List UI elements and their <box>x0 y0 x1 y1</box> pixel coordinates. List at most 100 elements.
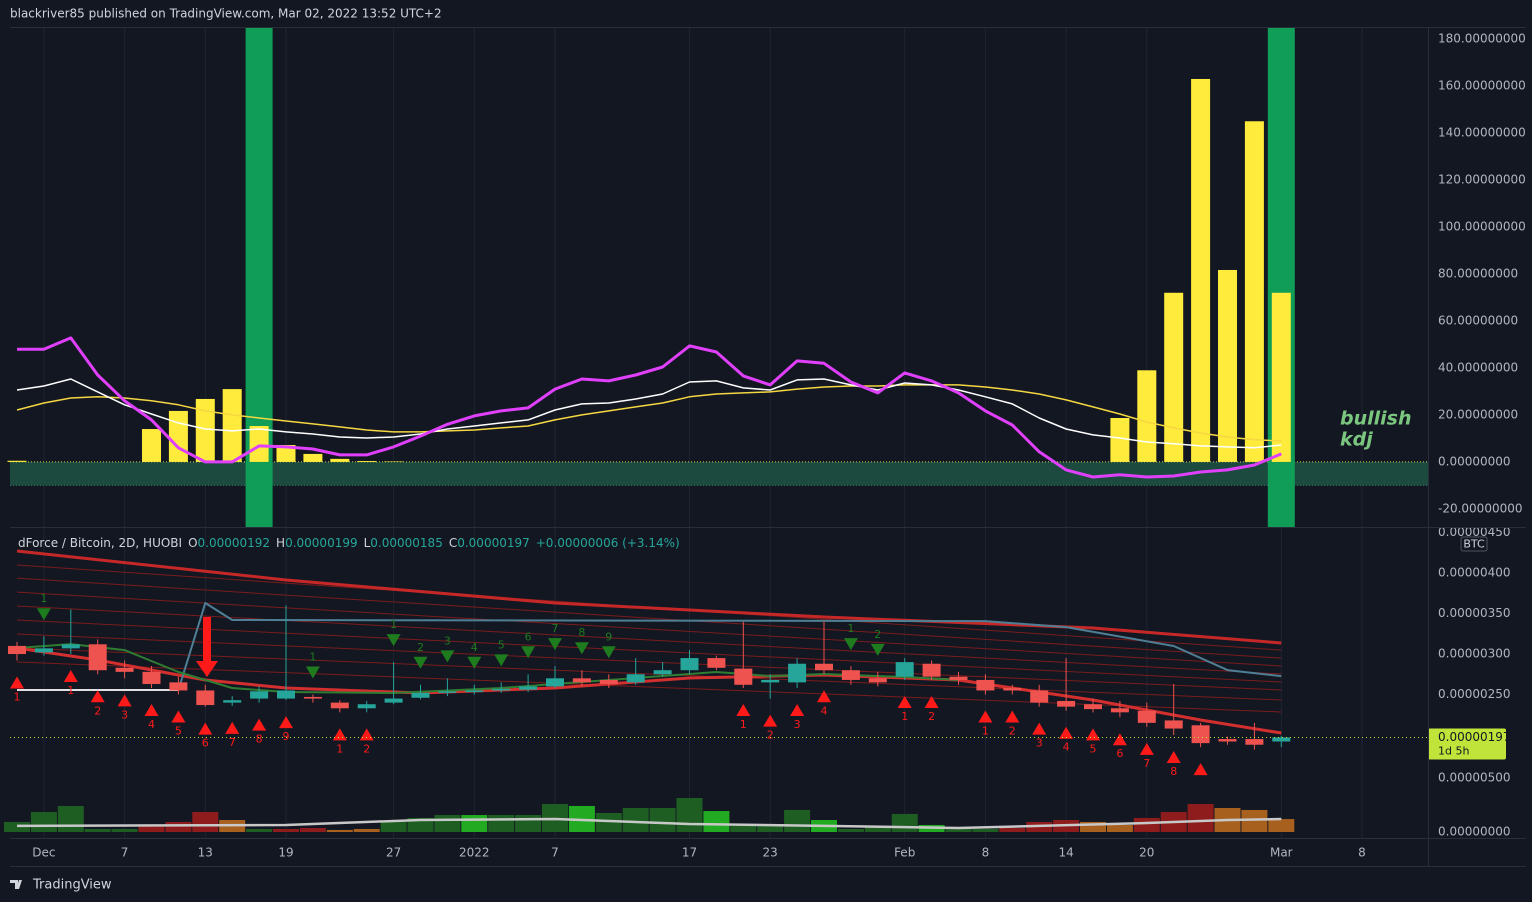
y-tick-label: 140.00000000 <box>1438 126 1526 140</box>
bar <box>380 821 407 832</box>
bar <box>1080 821 1106 832</box>
buy-setup-marker <box>548 638 562 651</box>
sell-setup-marker <box>1005 710 1020 723</box>
bar <box>1133 817 1160 832</box>
line <box>177 602 1282 691</box>
candle-body <box>1110 708 1129 713</box>
setup-count: 8 <box>256 733 263 746</box>
line <box>16 646 1282 735</box>
setup-count: 9 <box>605 630 612 643</box>
bar <box>1137 370 1157 462</box>
candle-body <box>1164 720 1183 729</box>
y-tick-label: 60.00000000 <box>1438 313 1518 327</box>
x-tick-label: 27 <box>386 846 401 860</box>
sell-setup-marker <box>63 670 78 683</box>
buy-setup-marker <box>843 638 858 651</box>
x-tick-label: Dec <box>32 846 55 860</box>
bar <box>84 828 111 832</box>
line <box>16 384 1282 442</box>
setup-count: 1 <box>847 622 854 635</box>
bar <box>273 828 299 832</box>
setup-count: 4 <box>471 641 478 654</box>
bar <box>357 460 377 462</box>
annotation: bullish <box>1340 408 1412 430</box>
candle-body <box>1057 700 1076 707</box>
x-tick-label: Mar <box>1270 846 1293 860</box>
bar <box>7 460 27 462</box>
y-tick-label: -20.00000000 <box>1438 501 1523 515</box>
buy-setup-marker <box>601 646 616 659</box>
candle-body <box>922 663 941 677</box>
candle-body <box>223 700 242 703</box>
bar <box>1268 819 1295 832</box>
candle-body <box>88 644 107 671</box>
sell-setup-marker <box>978 710 993 723</box>
bar <box>622 808 649 832</box>
currency: BTC <box>1463 538 1485 551</box>
sell-setup-marker <box>763 714 778 727</box>
candle-body <box>599 679 618 684</box>
y-tick-label: 120.00000000 <box>1438 173 1526 187</box>
setup-count: 1 <box>390 618 397 631</box>
bar <box>142 429 161 462</box>
setup-count: 3 <box>794 718 801 731</box>
bar <box>249 425 269 462</box>
setup-count: 2 <box>1009 725 1016 738</box>
sell-setup-marker <box>171 710 186 723</box>
candle-body <box>1245 739 1264 745</box>
candle-body <box>680 658 699 671</box>
candle-body <box>492 688 511 691</box>
countdown: 1d 5h <box>1438 744 1469 757</box>
legend-part: 0.00000192 <box>198 536 271 550</box>
setup-count: 5 <box>498 638 505 651</box>
sell-setup-marker <box>198 722 213 735</box>
candle-body <box>815 663 833 671</box>
candle-body <box>1218 739 1237 742</box>
sell-setup-marker <box>225 721 240 734</box>
x-tick-label: Feb <box>894 846 915 860</box>
x-tick-label: 8 <box>1358 846 1366 860</box>
candle-body <box>519 686 538 690</box>
candle-body <box>277 690 295 699</box>
bar <box>299 827 326 832</box>
candle-body <box>868 678 887 683</box>
bar <box>595 812 622 832</box>
sell-setup-marker <box>90 690 105 703</box>
x-tick-label: 13 <box>198 846 213 860</box>
candle-body <box>8 645 26 655</box>
setup-count: 5 <box>175 725 182 738</box>
candle-body <box>653 670 672 675</box>
bar <box>757 825 784 832</box>
y-tick-label: 0.00000000 <box>1438 454 1511 468</box>
buy-setup-marker <box>36 608 51 621</box>
setup-count: 7 <box>229 736 236 749</box>
bar <box>837 828 864 832</box>
bar <box>1187 804 1214 832</box>
candle-body <box>411 692 430 698</box>
y-tick-label: 160.00000000 <box>1438 79 1526 93</box>
sell-setup-marker <box>332 728 347 741</box>
bar <box>703 811 730 832</box>
legend-part: 0.00000185 <box>370 536 443 550</box>
candle-body <box>1191 725 1210 744</box>
setup-count: 5 <box>1090 742 1097 755</box>
candle-body <box>169 682 188 691</box>
setup-count: 6 <box>1116 747 1123 760</box>
sell-setup-marker <box>1139 742 1154 755</box>
y-tick-label: 0.00000250 <box>1438 687 1511 701</box>
candle-body <box>761 679 780 683</box>
bar <box>57 805 84 832</box>
candle-body <box>1003 688 1022 691</box>
line <box>16 647 1282 701</box>
buy-setup-marker <box>521 646 536 659</box>
bar <box>222 389 242 462</box>
line <box>16 378 1282 449</box>
setup-count: 7 <box>1143 757 1150 770</box>
bar <box>276 445 296 462</box>
candle-body <box>303 696 322 699</box>
candle-body <box>1084 704 1102 710</box>
price-legend: dForce / Bitcoin, 2D, HUOBI O0.00000192 H0… <box>18 536 680 550</box>
x-tick-label: 17 <box>682 846 697 860</box>
legend-part: 0.00000199 <box>285 536 358 550</box>
